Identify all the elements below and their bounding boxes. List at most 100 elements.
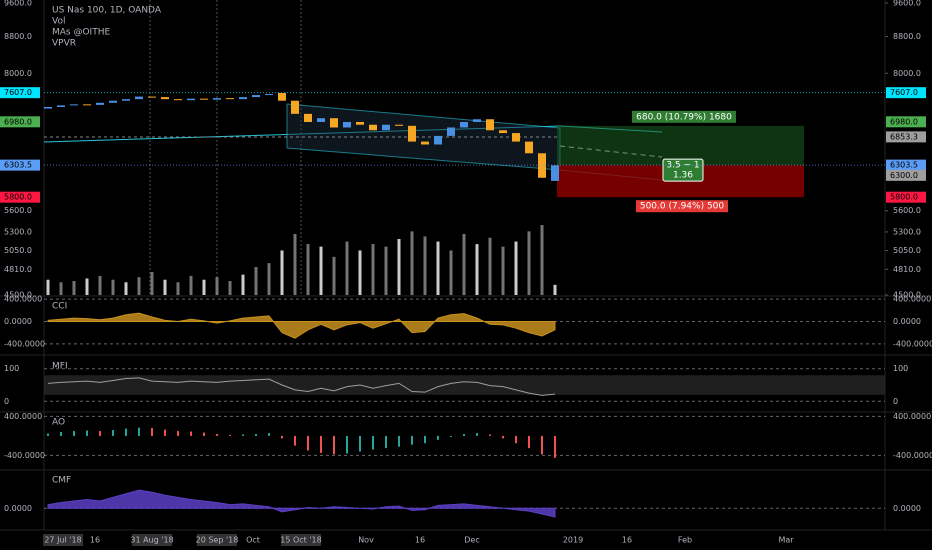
y-tick-label: 400.0000 [893, 412, 931, 421]
y-tick-label: 8000.0 [893, 69, 921, 78]
target-tag [632, 110, 736, 123]
volume-bar [384, 246, 388, 295]
volume-bar [527, 231, 531, 295]
price-tag-label: 6300.0 [890, 171, 918, 180]
y-tick-label: -400.0000 [893, 339, 932, 348]
price-tag [886, 116, 926, 128]
price-tag [886, 169, 926, 181]
ao-bar [437, 435, 439, 440]
price-tag-left-label: 7607.0 [4, 88, 32, 97]
candle [265, 94, 273, 96]
ao-bar [307, 435, 309, 451]
volume-bar [410, 231, 414, 295]
ao-bar [164, 429, 166, 436]
y-tick-label: 0.0000 [893, 504, 921, 513]
y-tick-label-left: 5600.0 [4, 206, 32, 215]
candle [460, 121, 468, 128]
volume-bar [345, 241, 349, 295]
ao-bar [255, 433, 257, 436]
ao-bar [177, 431, 179, 436]
price-tag [886, 87, 926, 99]
candle [343, 121, 351, 128]
candle [317, 118, 325, 122]
panel-name: CCI [52, 302, 67, 312]
x-tick-label: 2019 [563, 536, 583, 545]
candle [395, 124, 403, 126]
volume-bar [332, 256, 336, 295]
candle [382, 124, 390, 131]
target-label: 680.0 (10.79%) 1680 [636, 112, 732, 122]
candle [83, 104, 91, 106]
ao-bar [229, 434, 231, 436]
ao-bar [411, 435, 413, 445]
price-tag-label: 5800.0 [890, 193, 918, 202]
volume-bar [436, 241, 440, 295]
volume-bar [228, 281, 232, 295]
candle [447, 127, 455, 136]
y-tick-label: 9600.0 [893, 0, 921, 8]
candle [408, 125, 416, 142]
candle [551, 165, 559, 181]
y-tick-label: 5050.0 [893, 246, 921, 255]
ao-bar [125, 428, 127, 436]
y-tick-label-left: 4810.0 [4, 265, 32, 274]
volume-bar [488, 237, 492, 295]
ao-bar [60, 432, 62, 436]
ao-bar [541, 435, 543, 455]
volume-bar [449, 250, 453, 295]
volume-bar [254, 267, 258, 295]
candle [148, 96, 156, 98]
panel-name: CMF [52, 476, 71, 486]
band [44, 375, 885, 395]
y-tick-label: 400.0000 [893, 295, 931, 304]
price-tag-label: 6980.0 [890, 117, 918, 126]
volume-bar [202, 279, 206, 295]
y-tick-label: 4810.0 [893, 265, 921, 274]
indicator-area [47, 489, 556, 518]
volume-bar [514, 241, 518, 295]
ao-bar [112, 430, 114, 436]
y-tick-label-left: 400.0000 [4, 295, 42, 304]
ao-bar [216, 433, 218, 436]
candle [44, 106, 52, 109]
y-tick-label: 5300.0 [893, 227, 921, 236]
target-zone [557, 125, 804, 166]
candle [252, 95, 260, 98]
candle [213, 98, 221, 100]
y-tick-label-left: 5300.0 [4, 227, 32, 236]
x-tick-label: Nov [358, 536, 374, 545]
price-tag [886, 131, 926, 143]
ao-bar [242, 434, 244, 436]
ao-bar [385, 435, 387, 449]
y-tick-label-left: 4500.0 [4, 291, 32, 300]
price-tag [886, 191, 926, 203]
ao-bar [502, 435, 504, 439]
ao-bar [515, 435, 517, 444]
volume-bar [462, 233, 466, 295]
candle [512, 133, 520, 142]
volume-bar [241, 274, 245, 295]
candle [96, 102, 104, 105]
indicator-area [47, 312, 556, 339]
ao-bar [138, 427, 140, 436]
candle [369, 124, 377, 131]
x-tick-label: 20 Sep '18 [196, 536, 239, 545]
price-tag-label: 6303.5 [890, 161, 918, 170]
candle [57, 105, 65, 107]
volume-bar [163, 279, 167, 295]
volume-bar [137, 277, 141, 295]
y-tick-label: 100 [893, 364, 908, 373]
candle [109, 100, 117, 103]
ao-bar [346, 435, 348, 454]
candle [486, 119, 494, 131]
ao-bar [333, 435, 335, 455]
price-tag [886, 159, 926, 171]
candle [122, 99, 130, 101]
candle [304, 113, 312, 122]
ao-bar [268, 432, 270, 436]
y-tick-label: 0.0000 [893, 317, 921, 326]
stop-label: 500.0 (7.94%) 500 [640, 202, 725, 212]
volume-bar [306, 244, 310, 295]
candle [499, 130, 507, 134]
price-tag-left [0, 159, 40, 171]
